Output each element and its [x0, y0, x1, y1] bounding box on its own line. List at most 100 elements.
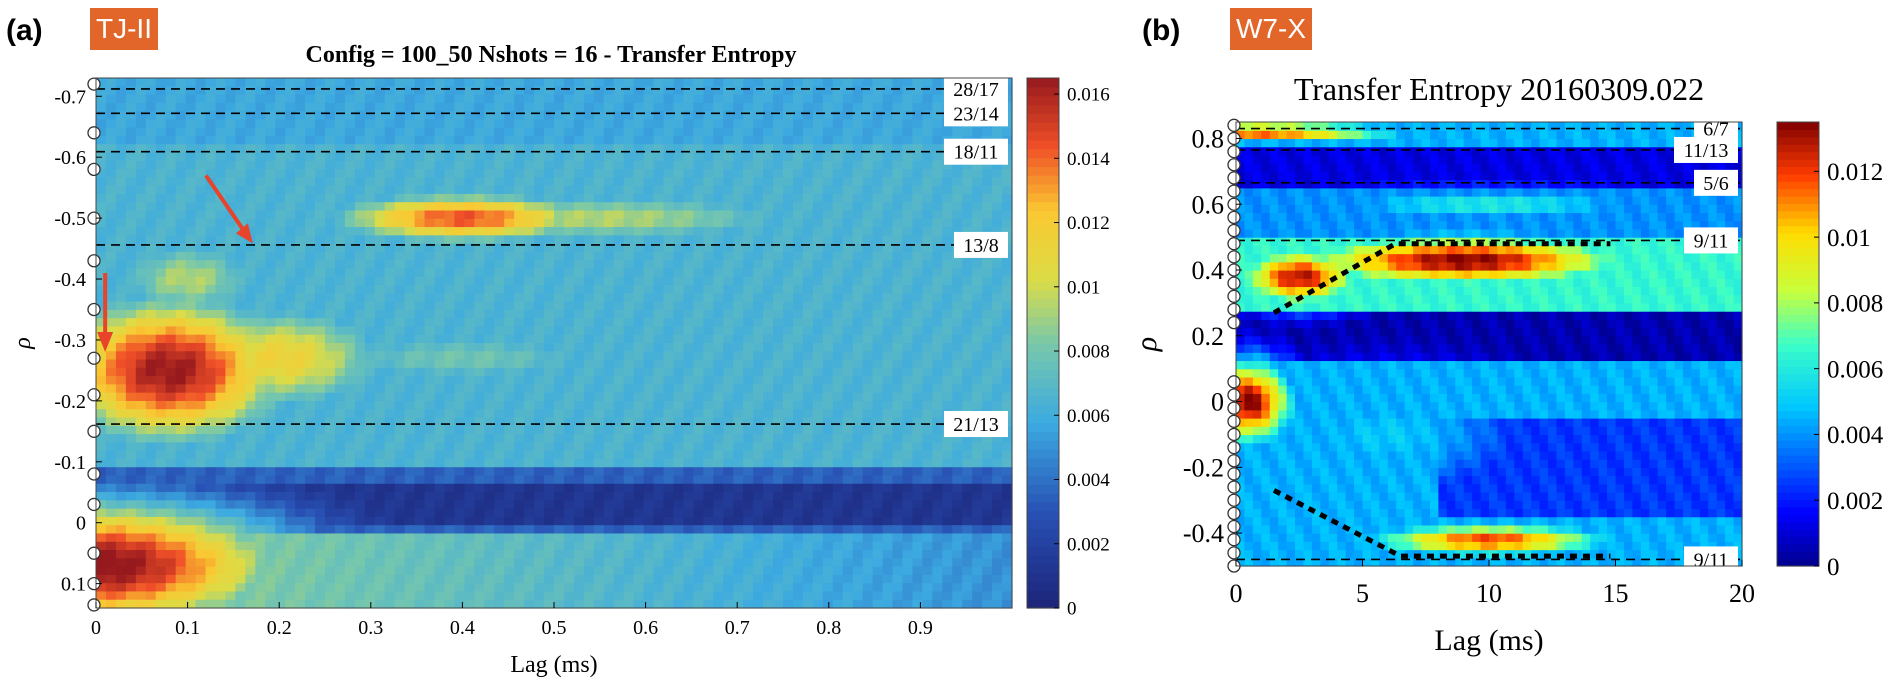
panel-a-heatmap-cell	[444, 193, 456, 203]
panel-a-heatmap-cell	[942, 334, 953, 344]
panel-a-heatmap-cell	[115, 111, 127, 121]
panel-a-heatmap-cell	[783, 152, 794, 162]
panel-a-heatmap-cell	[753, 135, 764, 145]
panel-a-heatmap-cell	[802, 135, 814, 145]
panel-a-heatmap-cell	[663, 326, 675, 336]
panel-a-heatmap-cell	[364, 376, 376, 386]
panel-a-heatmap-cell	[763, 492, 774, 501]
panel-a-heatmap-cell	[554, 483, 565, 493]
panel-a-heatmap-cell	[534, 293, 545, 303]
panel-a-heatmap-cell	[733, 359, 744, 369]
panel-a-heatmap-cell	[96, 102, 107, 112]
panel-a-heatmap-cell	[205, 475, 217, 485]
panel-a-heatmap-cell	[982, 260, 993, 270]
panel-a-heatmap-cell	[613, 276, 625, 286]
panel-a-heatmap-cell	[354, 467, 366, 477]
panel-a-heatmap-cell	[145, 326, 157, 336]
panel-a-heatmap-cell	[354, 409, 366, 419]
panel-a-heatmap-cell	[494, 500, 505, 510]
panel-a-heatmap-cell	[165, 169, 177, 178]
panel-a-heatmap-cell	[394, 127, 406, 137]
panel-a-heatmap-cell	[852, 508, 864, 518]
panel-a-heatmap-cell	[524, 135, 535, 145]
panel-a-heatmap-cell	[295, 202, 306, 212]
panel-a-heatmap-cell	[952, 227, 963, 236]
panel-a-heatmap-cell	[633, 467, 645, 477]
panel-a-heatmap-cell	[902, 450, 914, 460]
panel-a-heatmap-cell	[245, 351, 256, 361]
panel-a-heatmap-cell	[195, 301, 207, 311]
panel-a-heatmap-cell	[653, 235, 665, 245]
panel-a-heatmap-cell	[115, 251, 127, 261]
panel-a-heatmap-cell	[872, 160, 884, 170]
panel-a-heatmap-cell	[912, 235, 923, 245]
panel-a-heatmap-cell	[723, 351, 734, 361]
panel-a-heatmap-cell	[773, 78, 784, 87]
panel-a-heatmap-cell	[315, 260, 326, 270]
panel-a-heatmap-cell	[663, 318, 675, 328]
panel-a-heatmap-cell	[663, 450, 675, 460]
panel-a-heatmap-cell	[235, 475, 246, 485]
panel-a-heatmap-cell	[822, 359, 834, 369]
panel-a-heatmap-cell	[334, 119, 346, 129]
panel-a-heatmap-cell	[155, 309, 167, 319]
panel-a-heatmap-cell	[285, 301, 296, 311]
panel-a-heatmap-cell	[633, 177, 645, 187]
panel-a-heatmap-cell	[842, 500, 854, 510]
panel-a-heatmap-cell	[474, 467, 485, 477]
panel-a-heatmap-cell	[683, 169, 694, 178]
panel-a-heatmap-cell	[394, 193, 406, 203]
panel-a-heatmap-cell	[484, 467, 495, 477]
panel-a-heatmap-cell	[354, 392, 366, 402]
panel-a-heatmap-cell	[504, 293, 515, 303]
panel-a-heatmap-cell	[344, 144, 356, 154]
panel-a-heatmap-cell	[125, 185, 137, 195]
panel-a-heatmap-cell	[105, 343, 117, 352]
panel-a-heatmap-cell	[892, 210, 904, 220]
panel-a-heatmap-cell	[743, 102, 754, 112]
panel-a-heatmap-cell	[563, 343, 575, 352]
panel-a-heatmap-cell	[454, 508, 465, 518]
panel-a-heatmap-cell	[822, 409, 834, 419]
panel-a-heatmap-cell	[703, 293, 714, 303]
panel-a-heatmap-cell	[504, 285, 515, 294]
panel-a-heatmap-cell	[305, 119, 316, 129]
panel-a-heatmap-cell	[583, 376, 595, 386]
panel-a-heatmap-cell	[255, 119, 266, 129]
panel-a-heatmap-cell	[723, 376, 734, 386]
panel-a-heatmap-cell	[544, 111, 555, 121]
panel-a-heatmap-cell	[265, 86, 276, 96]
panel-a-heatmap-cell	[155, 334, 167, 344]
panel-a-heatmap-cell	[783, 343, 794, 352]
panel-a-heatmap-cell	[563, 442, 575, 452]
panel-a-heatmap-cell	[195, 152, 207, 162]
panel-a-heatmap-cell	[464, 285, 475, 294]
panel-a-heatmap-cell	[334, 251, 346, 261]
panel-a-heatmap-cell	[275, 475, 286, 485]
panel-a-heatmap-cell	[334, 86, 346, 96]
panel-a-heatmap-cell	[623, 326, 635, 336]
panel-a-heatmap-cell	[623, 144, 635, 154]
panel-a-heatmap-cell	[96, 111, 107, 121]
panel-a-heatmap-cell	[504, 243, 515, 253]
panel-a-heatmap-cell	[663, 135, 675, 145]
panel-a-heatmap-cell	[932, 144, 943, 154]
panel-a-heatmap-cell	[285, 111, 296, 121]
panel-a-heatmap-cell	[235, 458, 246, 468]
panel-a-heatmap-cell	[165, 417, 177, 427]
panel-a-heatmap-cell	[922, 86, 933, 96]
panel-a-heatmap-cell	[165, 351, 177, 361]
panel-a-heatmap-cell	[195, 417, 207, 427]
panel-a-heatmap-cell	[235, 276, 246, 286]
panel-a-heatmap-cell	[145, 119, 157, 129]
panel-a-heatmap-cell	[942, 359, 953, 369]
panel-a-heatmap-cell	[733, 235, 744, 245]
panel-a-heatmap-cell	[613, 227, 625, 236]
panel-a-heatmap-cell	[593, 193, 605, 203]
panel-a-heatmap-cell	[464, 94, 475, 104]
panel-a-heatmap-cell	[504, 135, 515, 145]
panel-a-heatmap-cell	[802, 334, 814, 344]
panel-a-heatmap-cell	[295, 309, 306, 319]
panel-a-heatmap-cell	[842, 268, 854, 278]
panel-a-heatmap-cell	[484, 86, 495, 96]
